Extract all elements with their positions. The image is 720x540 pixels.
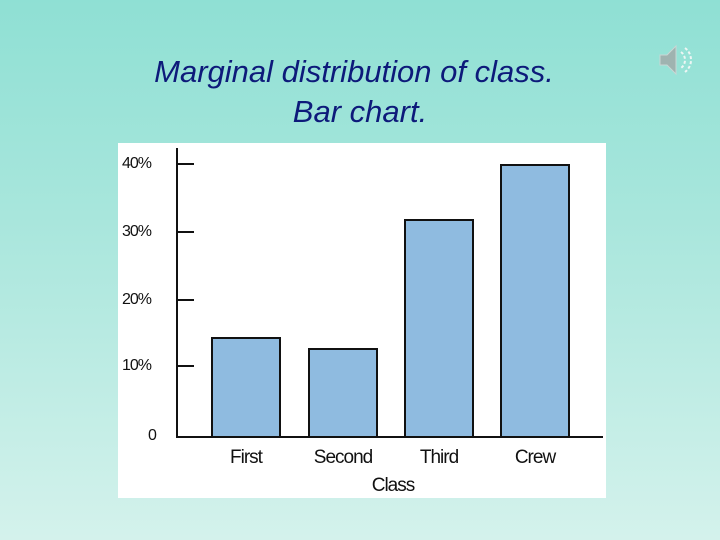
y-tick-label-20: 20%: [122, 291, 152, 308]
y-tick-label-40: 40%: [122, 155, 152, 172]
y-tick: [176, 299, 194, 301]
slide-title: Marginal distribution of class. Bar char…: [0, 52, 720, 132]
x-axis-label: Class: [371, 475, 416, 496]
x-category-first: First: [230, 447, 263, 468]
x-axis: [176, 436, 603, 438]
y-tick-label-30: 30%: [122, 223, 152, 240]
y-tick: [176, 163, 194, 165]
y-axis: [176, 148, 178, 438]
bar-crew: [500, 164, 570, 438]
bar-second: [308, 348, 378, 438]
y-tick: [176, 231, 194, 233]
y-tick-label-0: 0: [148, 427, 157, 444]
bar-third: [404, 219, 474, 438]
y-tick: [176, 365, 194, 367]
bar-chart: 40% 30% 20% 10% 0 First Second Third Cre…: [118, 143, 606, 498]
speaker-icon[interactable]: [656, 40, 696, 80]
x-category-third: Third: [419, 447, 459, 468]
title-line-1: Marginal distribution of class.: [154, 54, 554, 89]
y-tick-label-10: 10%: [122, 357, 152, 374]
bar-first: [211, 337, 281, 438]
x-category-second: Second: [313, 447, 373, 468]
title-line-2: Bar chart.: [292, 94, 428, 129]
x-category-crew: Crew: [514, 447, 556, 468]
